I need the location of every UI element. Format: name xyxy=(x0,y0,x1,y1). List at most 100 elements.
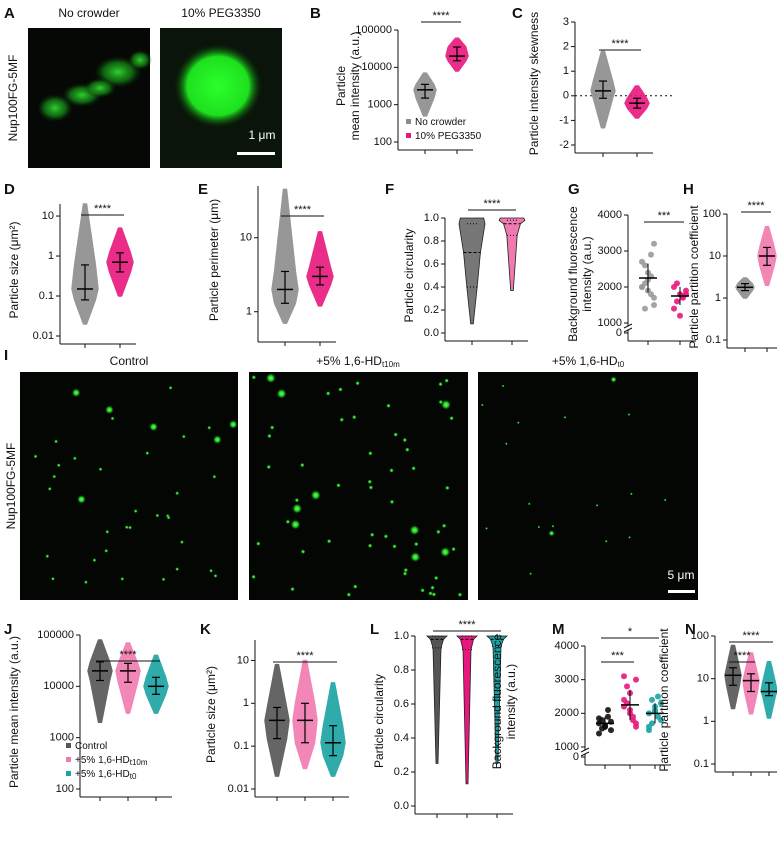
y-tick-label: 0.1 xyxy=(234,740,249,752)
particle xyxy=(367,450,373,456)
particle xyxy=(404,447,410,453)
column-title: +5% 1,6-HDt10m xyxy=(316,354,400,369)
particle xyxy=(145,451,150,456)
y-tick-label: 1 xyxy=(48,250,54,262)
y-tick-label: 3000 xyxy=(555,674,579,686)
column-title: +5% 1,6-HDt0 xyxy=(552,354,625,369)
particle xyxy=(310,489,322,501)
particle xyxy=(83,580,89,585)
y-axis-label: Background fluorescence xyxy=(566,206,580,342)
particle xyxy=(389,468,394,473)
particle xyxy=(409,524,420,536)
particle xyxy=(47,486,52,491)
y-tick-label: 1000 xyxy=(50,732,74,744)
particle xyxy=(155,513,160,518)
y-tick-label: 0.8 xyxy=(394,664,409,676)
legend-label: +5% 1,6-HDt0 xyxy=(75,769,137,781)
particle xyxy=(98,467,103,472)
data-point xyxy=(671,305,677,312)
particle xyxy=(663,498,667,502)
y-axis-label: Particle partition coefficient xyxy=(687,205,701,349)
particle xyxy=(290,519,301,530)
y-tick-label: 10 xyxy=(709,250,721,262)
y-axis-label: Particle size (μm²) xyxy=(204,666,218,763)
y-tick-label: 1 xyxy=(243,697,249,709)
panel-letter: K xyxy=(200,621,211,638)
y-tick-label: 0.2 xyxy=(394,766,409,778)
panel-letter: B xyxy=(310,5,321,22)
data-point xyxy=(630,713,636,720)
image-title: No crowder xyxy=(58,6,119,20)
significance-label: **** xyxy=(294,204,312,216)
significance-label: **** xyxy=(296,650,314,662)
legend-swatch xyxy=(406,133,411,138)
data-point xyxy=(651,294,657,301)
data-point xyxy=(646,727,652,734)
particle xyxy=(175,491,180,496)
particle xyxy=(33,454,38,459)
particle xyxy=(52,474,57,479)
violin xyxy=(498,217,526,291)
data-point xyxy=(633,676,639,683)
legend-swatch xyxy=(66,757,71,762)
y-tick-label: 3 xyxy=(563,16,569,28)
y-tick-label: 10 xyxy=(42,210,54,222)
violin xyxy=(486,635,508,764)
legend-text: +5% 1,6-HD xyxy=(75,755,130,766)
particle xyxy=(440,399,452,411)
particle xyxy=(208,568,214,573)
particle xyxy=(402,437,408,443)
particle xyxy=(563,415,567,419)
y-tick-label: 1 xyxy=(715,292,721,304)
particle xyxy=(251,574,257,580)
data-point xyxy=(596,715,602,722)
y-tick-label: 1000 xyxy=(598,317,622,329)
particle xyxy=(440,546,451,558)
particle xyxy=(351,414,357,420)
y-axis-label: Particle perimeter (μm) xyxy=(207,199,221,321)
particle xyxy=(325,391,331,396)
particle xyxy=(610,376,617,383)
panel-letter: A xyxy=(4,5,15,22)
y-tick-label: 0 xyxy=(563,90,569,102)
particle xyxy=(124,525,129,530)
y-axis-label: Particle xyxy=(334,66,348,106)
particle xyxy=(420,587,426,593)
axis-break xyxy=(580,747,590,753)
column-title: Control xyxy=(110,354,149,368)
data-point xyxy=(649,720,655,727)
particle xyxy=(166,515,171,520)
particle xyxy=(213,573,218,578)
particle xyxy=(355,380,361,386)
particle xyxy=(339,417,345,423)
y-tick-label: 0 xyxy=(573,751,579,763)
row-label: Nup100FG-5MF xyxy=(4,443,18,530)
particle xyxy=(628,535,631,539)
axis-break xyxy=(623,323,633,329)
particle xyxy=(71,388,81,398)
y-tick-label: 0.4 xyxy=(424,281,439,293)
legend-swatch xyxy=(66,771,71,776)
particle xyxy=(516,421,520,425)
particle xyxy=(383,533,389,539)
y-tick-label: 10 xyxy=(240,232,252,244)
data-point xyxy=(655,713,661,720)
particle xyxy=(290,586,295,592)
particle xyxy=(548,530,555,537)
y-tick-label: 100 xyxy=(703,208,721,220)
y-axis-label: Particle circularity xyxy=(372,674,386,768)
particle xyxy=(457,592,463,598)
y-tick-label: 10 xyxy=(237,654,249,666)
particle xyxy=(537,525,541,529)
particle xyxy=(291,503,303,514)
particle xyxy=(629,492,633,496)
significance-label: **** xyxy=(733,650,751,662)
particle xyxy=(368,485,374,490)
particle xyxy=(276,388,287,399)
particle xyxy=(386,403,391,409)
y-tick-label: 10000 xyxy=(361,61,392,73)
y-tick-label: 0.1 xyxy=(39,290,54,302)
data-point xyxy=(624,683,630,690)
particle xyxy=(269,425,275,430)
panel-letter: E xyxy=(198,181,208,198)
